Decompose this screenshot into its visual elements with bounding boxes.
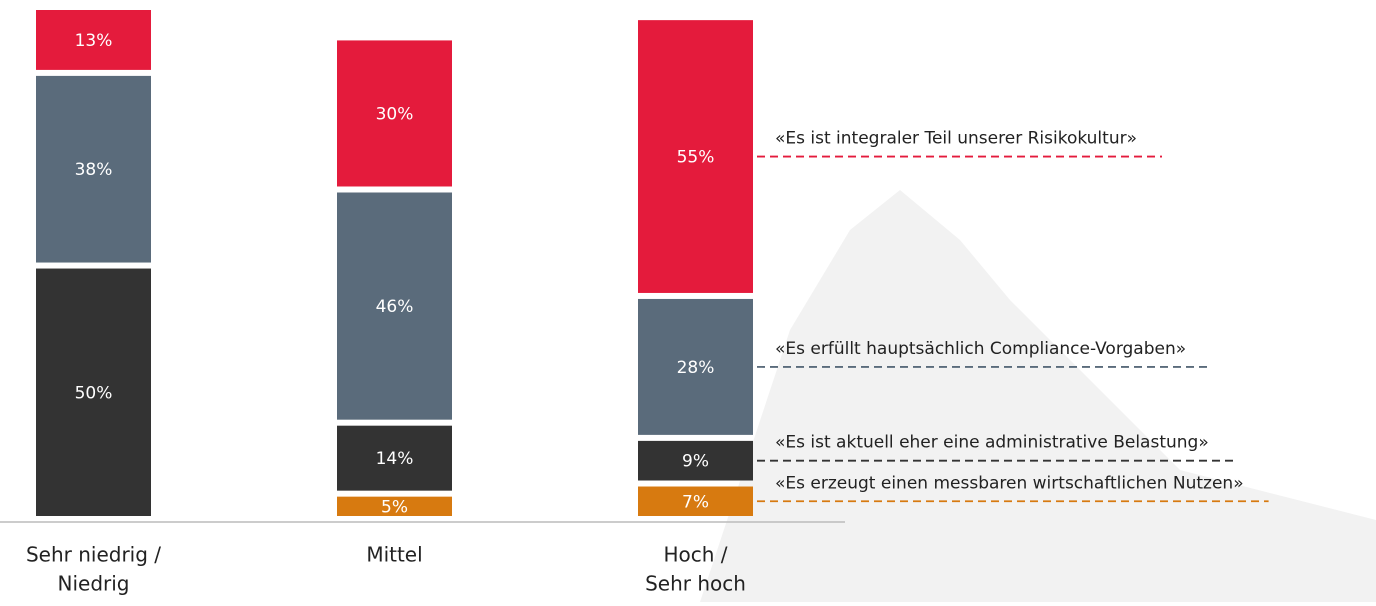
bar-segment xyxy=(638,486,753,516)
bar-segment xyxy=(638,440,753,481)
x-tick-label: Mittel xyxy=(366,543,422,567)
value-label: 13% xyxy=(75,31,113,51)
value-label: 55% xyxy=(677,148,715,168)
value-label: 5% xyxy=(381,497,408,517)
x-tick-label: Sehr hoch xyxy=(645,572,746,596)
bar-segment xyxy=(337,40,452,187)
x-tick-label: Hoch / xyxy=(663,543,727,567)
value-label: 14% xyxy=(376,449,414,469)
value-label: 46% xyxy=(376,297,414,317)
background-mountain xyxy=(700,190,1376,602)
bar-segment xyxy=(337,425,452,491)
value-label: 38% xyxy=(75,160,113,180)
bar-segment xyxy=(36,268,151,516)
value-label: 9% xyxy=(682,452,709,472)
legend-label: «Es ist aktuell eher eine administrative… xyxy=(775,433,1209,453)
value-label: 7% xyxy=(682,492,709,512)
legend-label: «Es erzeugt einen messbaren wirtschaftli… xyxy=(775,473,1244,493)
legend-label: «Es ist integraler Teil unserer Risikoku… xyxy=(775,129,1137,149)
x-tick-label: Niedrig xyxy=(58,572,130,596)
bar-segment xyxy=(638,298,753,435)
value-label: 50% xyxy=(75,383,113,403)
x-tick-label: Sehr niedrig / xyxy=(26,543,161,567)
value-label: 28% xyxy=(677,358,715,378)
bar-segment xyxy=(36,10,151,70)
value-label: 30% xyxy=(376,104,414,124)
bar-segment xyxy=(337,192,452,420)
bar-segment xyxy=(638,20,753,293)
bar-segment xyxy=(337,496,452,516)
bar-segment xyxy=(36,75,151,263)
legend-label: «Es erfüllt hauptsächlich Compliance-Vor… xyxy=(775,339,1186,359)
